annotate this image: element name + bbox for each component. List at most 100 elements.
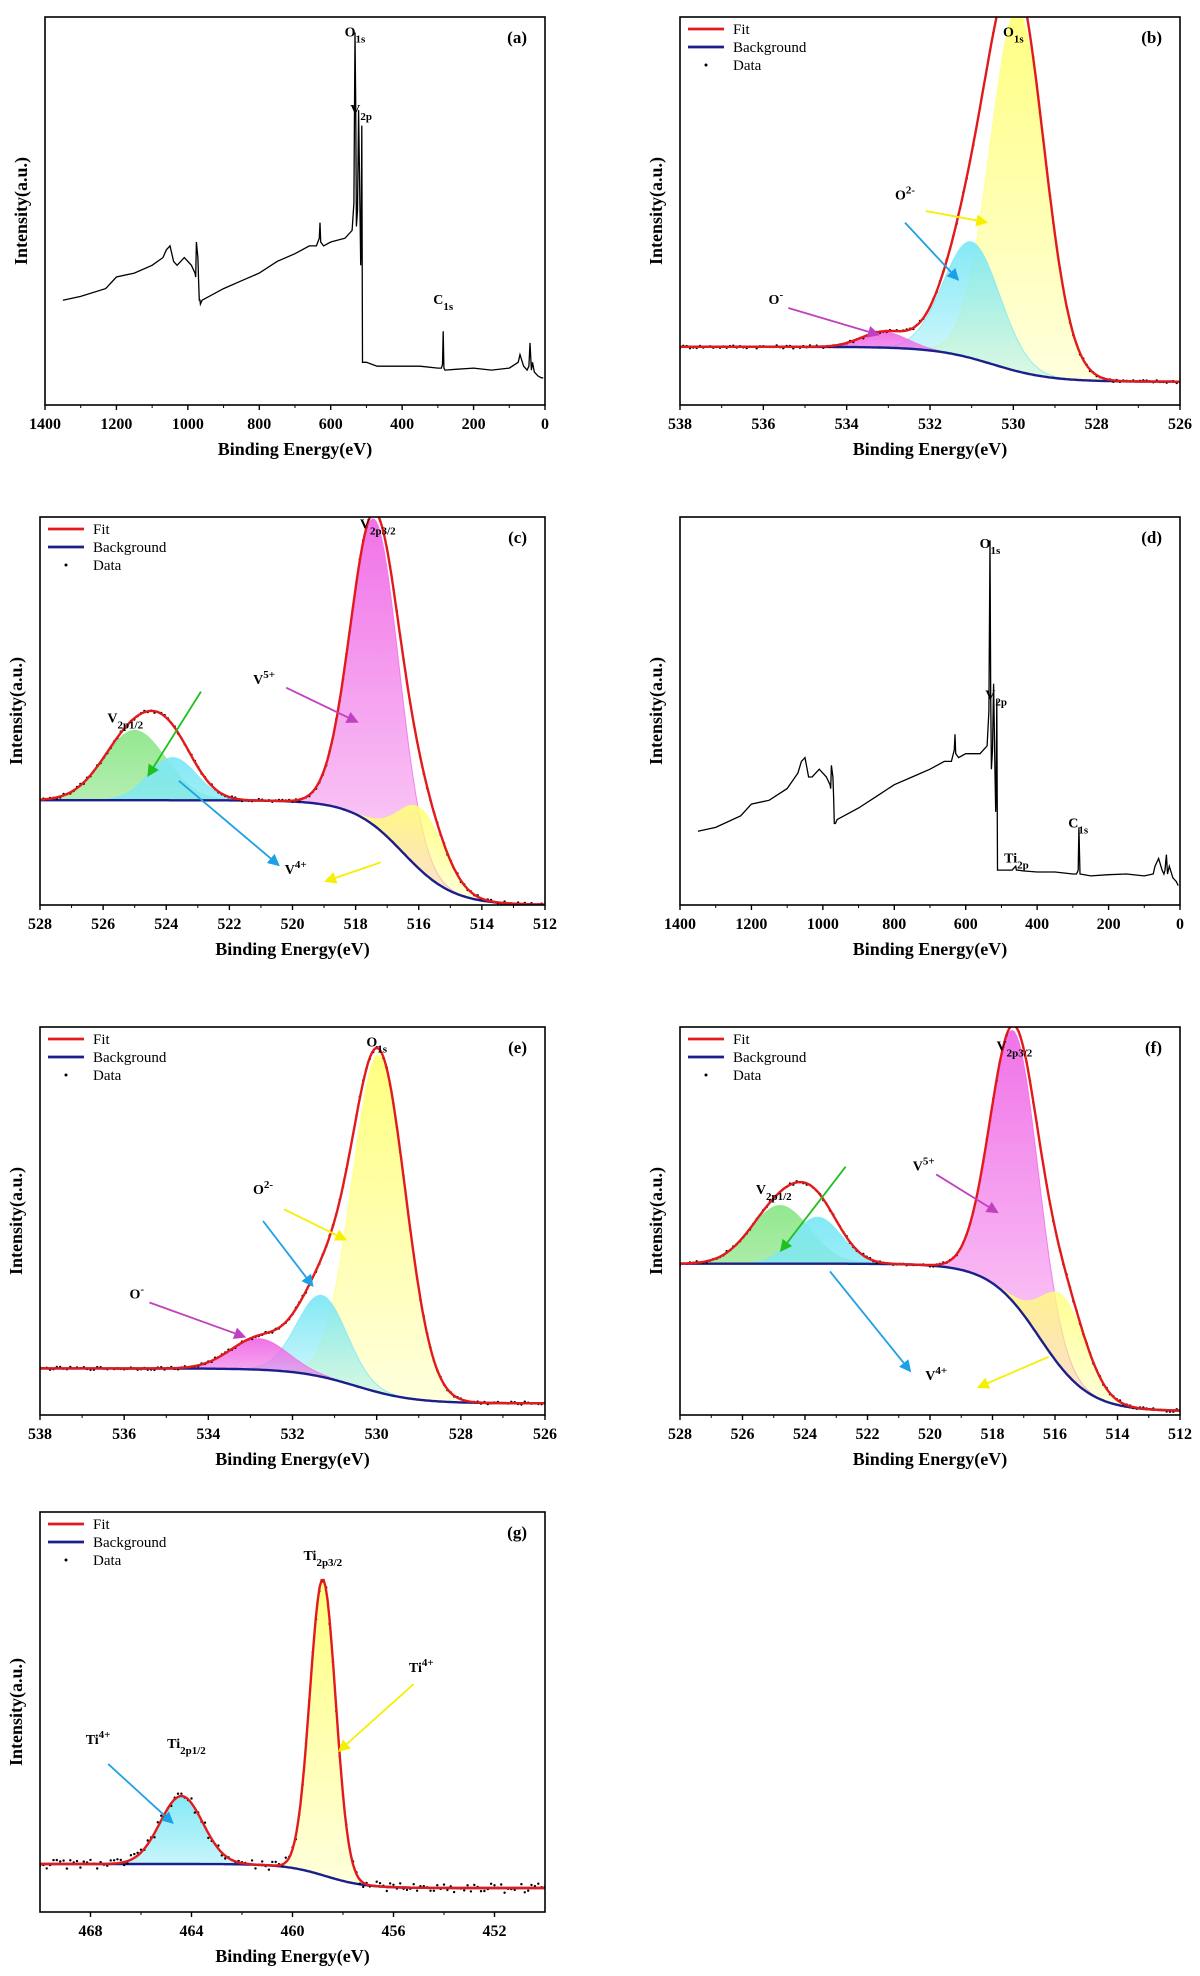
arrow-f-1 [786,1166,847,1244]
legend-swatch-data [64,1558,68,1562]
x-tick-label: 800 [882,916,906,933]
data-point [109,1859,112,1862]
legend-label: Fit [93,1032,111,1048]
arrowhead-g-1 [160,1811,174,1824]
data-point [69,1859,72,1862]
data-point [261,1860,264,1863]
component-peak-g-1 [40,1795,545,1889]
legend-label: Background [93,1050,167,1066]
arrow-b-2 [788,307,869,333]
plot-area-c [40,517,545,905]
x-tick-label: 456 [382,1923,406,1940]
legend-label: Background [93,1535,167,1551]
arrowhead-b-1 [946,267,960,281]
x-tick-label: 528 [668,1426,692,1443]
x-tick-label: 526 [1168,416,1192,433]
arrowhead-g-0 [337,1739,351,1752]
data-point [136,1851,139,1855]
y-axis-title: Intensity(a.u.) [6,1167,27,1275]
data-point [156,1821,159,1824]
data-point [207,1836,210,1840]
data-point [160,1814,163,1817]
data-point [65,1867,69,1870]
arrow-e-2 [149,1301,236,1335]
x-tick-label: 200 [1097,916,1121,933]
x-tick-label: 522 [217,916,241,933]
data-point [503,1891,506,1894]
x-axis-title: Binding Energy(eV) [215,1449,370,1470]
x-tick-label: 516 [407,916,431,933]
data-point [224,1857,227,1860]
x-tick-label: 464 [180,1923,204,1940]
data-point [530,1883,533,1887]
data-point [442,1883,446,1886]
data-point [126,1862,129,1865]
survey-line-a [62,32,544,379]
legend-label: Data [733,1068,762,1084]
x-tick-label: 528 [449,1426,473,1443]
peak-label-d-1: V2p [985,688,1007,708]
data-point [388,1882,392,1885]
data-point [473,1883,476,1887]
x-tick-label: 536 [751,416,775,433]
x-tick-label: 800 [247,416,271,433]
x-tick-label: 524 [793,1426,817,1443]
x-tick-label: 1200 [100,416,132,433]
peak-label-f-2: V5+ [913,1156,935,1175]
x-tick-label: 514 [470,916,494,933]
fit-line-g [40,1578,545,1890]
legend-swatch-data [704,63,708,67]
x-tick-label: 512 [1168,1426,1192,1443]
legend-label: Fit [93,522,111,538]
fit-line-b [680,17,1180,383]
x-tick-label: 400 [390,416,414,433]
data-point [133,1852,136,1856]
peak-label-e-1: O2- [253,1179,273,1198]
arrow-g-1 [107,1763,166,1817]
x-tick-label: 530 [1001,416,1025,433]
panel-label-g: (g) [507,1523,527,1542]
plot-area-d [697,540,1179,886]
data-point [432,1889,436,1893]
x-tick-label: 532 [281,1426,305,1443]
x-axis-title: Binding Energy(eV) [853,1449,1008,1470]
data-point [392,1883,395,1887]
data-point [493,1884,496,1887]
legend-label: Data [93,1553,122,1569]
legend-label: Data [733,58,762,74]
arrowhead-e-1 [301,1273,314,1287]
fit-line-e [40,1046,545,1405]
legend-label: Background [733,40,807,56]
y-axis-title: Intensity(a.u.) [6,1658,27,1766]
x-tick-label: 0 [541,416,549,433]
data-point [537,1882,540,1885]
arrow-f-2 [829,1270,905,1364]
data-point [436,1884,439,1887]
x-tick-label: 1000 [807,916,839,933]
panel-label-f: (f) [1145,1038,1162,1057]
peak-label-a-2: C1s [433,293,454,313]
y-axis-title: Intensity(a.u.) [6,657,27,765]
data-point [180,1792,183,1795]
arrowhead-f-2 [899,1359,912,1373]
x-tick-label: 526 [533,1426,557,1443]
arrowhead-b-0 [975,214,989,227]
data-point [284,1856,287,1859]
arrow-e-0 [283,1208,337,1236]
y-axis-title: Intensity(a.u.) [646,157,667,265]
data-point [89,1858,92,1862]
legend-e: Fit Background Data [48,1032,167,1084]
data-point [106,1864,109,1867]
arrow-f-3 [987,1355,1050,1384]
arrow-c-1 [152,691,202,768]
x-tick-label: 468 [79,1923,103,1940]
data-point [527,1889,530,1892]
plot-area-f [680,1027,1180,1413]
data-point [375,1880,378,1883]
arrow-b-0 [925,210,977,222]
x-tick-label: 514 [1106,1426,1130,1443]
arrowhead-f-0 [985,1201,999,1214]
